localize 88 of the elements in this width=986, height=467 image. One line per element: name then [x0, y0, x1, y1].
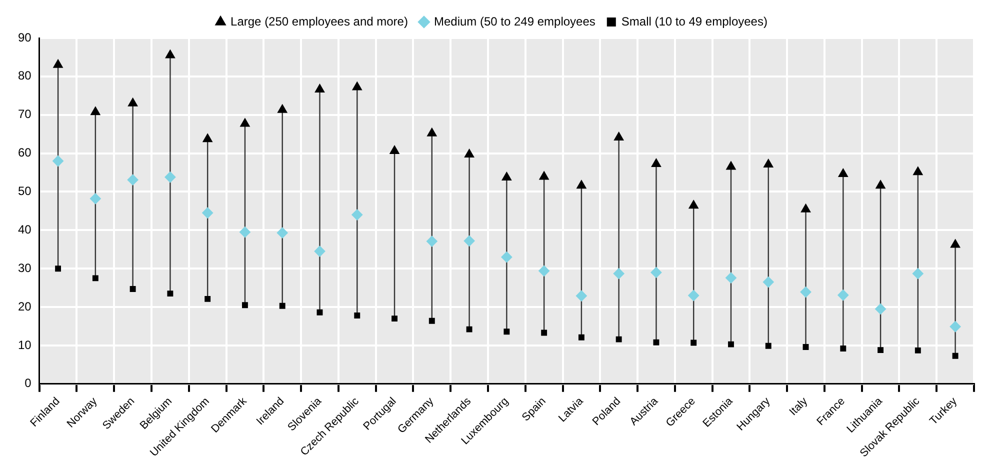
- point: [726, 161, 736, 170]
- point: [53, 59, 63, 68]
- point: [316, 309, 323, 316]
- point: [875, 303, 886, 314]
- y-tick-label: 60: [18, 146, 32, 160]
- point: [688, 290, 700, 301]
- point: [578, 334, 584, 340]
- point: [878, 347, 884, 354]
- point: [765, 342, 772, 349]
- point: [128, 98, 138, 106]
- point: [616, 336, 622, 342]
- point: [464, 148, 474, 158]
- point: [650, 266, 662, 278]
- point: [728, 341, 734, 348]
- y-tick-label: 40: [18, 222, 32, 236]
- y-tick-label: 90: [18, 30, 32, 44]
- legend-label: Large (250 employees and more): [230, 14, 408, 28]
- point: [800, 286, 812, 298]
- point: [950, 239, 960, 248]
- point: [239, 226, 250, 238]
- point: [164, 172, 176, 183]
- point: [392, 316, 398, 322]
- point: [614, 132, 624, 141]
- point: [130, 286, 136, 292]
- point: [202, 134, 212, 142]
- point: [912, 268, 924, 280]
- point: [501, 252, 512, 263]
- point: [242, 302, 248, 308]
- point: [576, 180, 586, 189]
- point: [427, 128, 437, 136]
- point: [127, 174, 138, 186]
- y-tick-label: 10: [18, 338, 32, 352]
- point: [840, 346, 846, 352]
- y-tick-label: 0: [24, 376, 32, 390]
- point: [278, 104, 288, 113]
- point: [800, 204, 811, 212]
- point: [764, 158, 774, 168]
- point: [276, 227, 288, 238]
- point: [651, 158, 662, 168]
- point: [92, 275, 98, 282]
- point: [279, 302, 286, 309]
- point: [466, 326, 472, 332]
- point: [504, 328, 510, 335]
- point: [539, 171, 549, 180]
- point: [576, 290, 587, 302]
- point: [390, 145, 400, 154]
- point: [352, 82, 362, 90]
- point: [950, 321, 961, 332]
- point: [354, 312, 360, 318]
- point: [653, 339, 660, 346]
- point: [314, 84, 325, 92]
- point: [165, 50, 176, 58]
- point: [613, 268, 624, 280]
- point: [952, 352, 958, 359]
- point: [802, 344, 809, 350]
- point: [90, 106, 100, 116]
- point: [464, 235, 475, 246]
- point: [838, 290, 849, 301]
- y-tick-label: 20: [18, 299, 32, 314]
- point: [90, 193, 101, 204]
- point: [428, 318, 435, 324]
- point: [913, 166, 923, 176]
- legend-label: Small (10 to 49 employees): [621, 14, 768, 28]
- point: [167, 290, 174, 297]
- y-tick-label: 30: [18, 260, 32, 275]
- point: [541, 330, 548, 336]
- point: [240, 118, 250, 127]
- point: [502, 172, 512, 181]
- point: [688, 200, 698, 209]
- legend-label: Medium (50 to 249 employees: [434, 14, 596, 28]
- point: [876, 180, 886, 189]
- y-tick-label: 80: [18, 68, 32, 83]
- x-tick-label: Italy: [787, 394, 810, 418]
- y-tick-label: 70: [18, 107, 32, 122]
- point: [352, 209, 363, 220]
- point: [202, 207, 214, 218]
- point: [426, 236, 438, 247]
- point: [725, 272, 736, 284]
- point: [52, 155, 64, 166]
- point: [55, 266, 62, 272]
- point: [914, 347, 921, 354]
- point: [204, 296, 211, 302]
- point: [762, 276, 774, 288]
- point: [538, 265, 550, 276]
- point: [838, 168, 848, 178]
- y-tick-label: 50: [18, 184, 32, 198]
- point: [690, 340, 697, 346]
- point: [314, 246, 326, 257]
